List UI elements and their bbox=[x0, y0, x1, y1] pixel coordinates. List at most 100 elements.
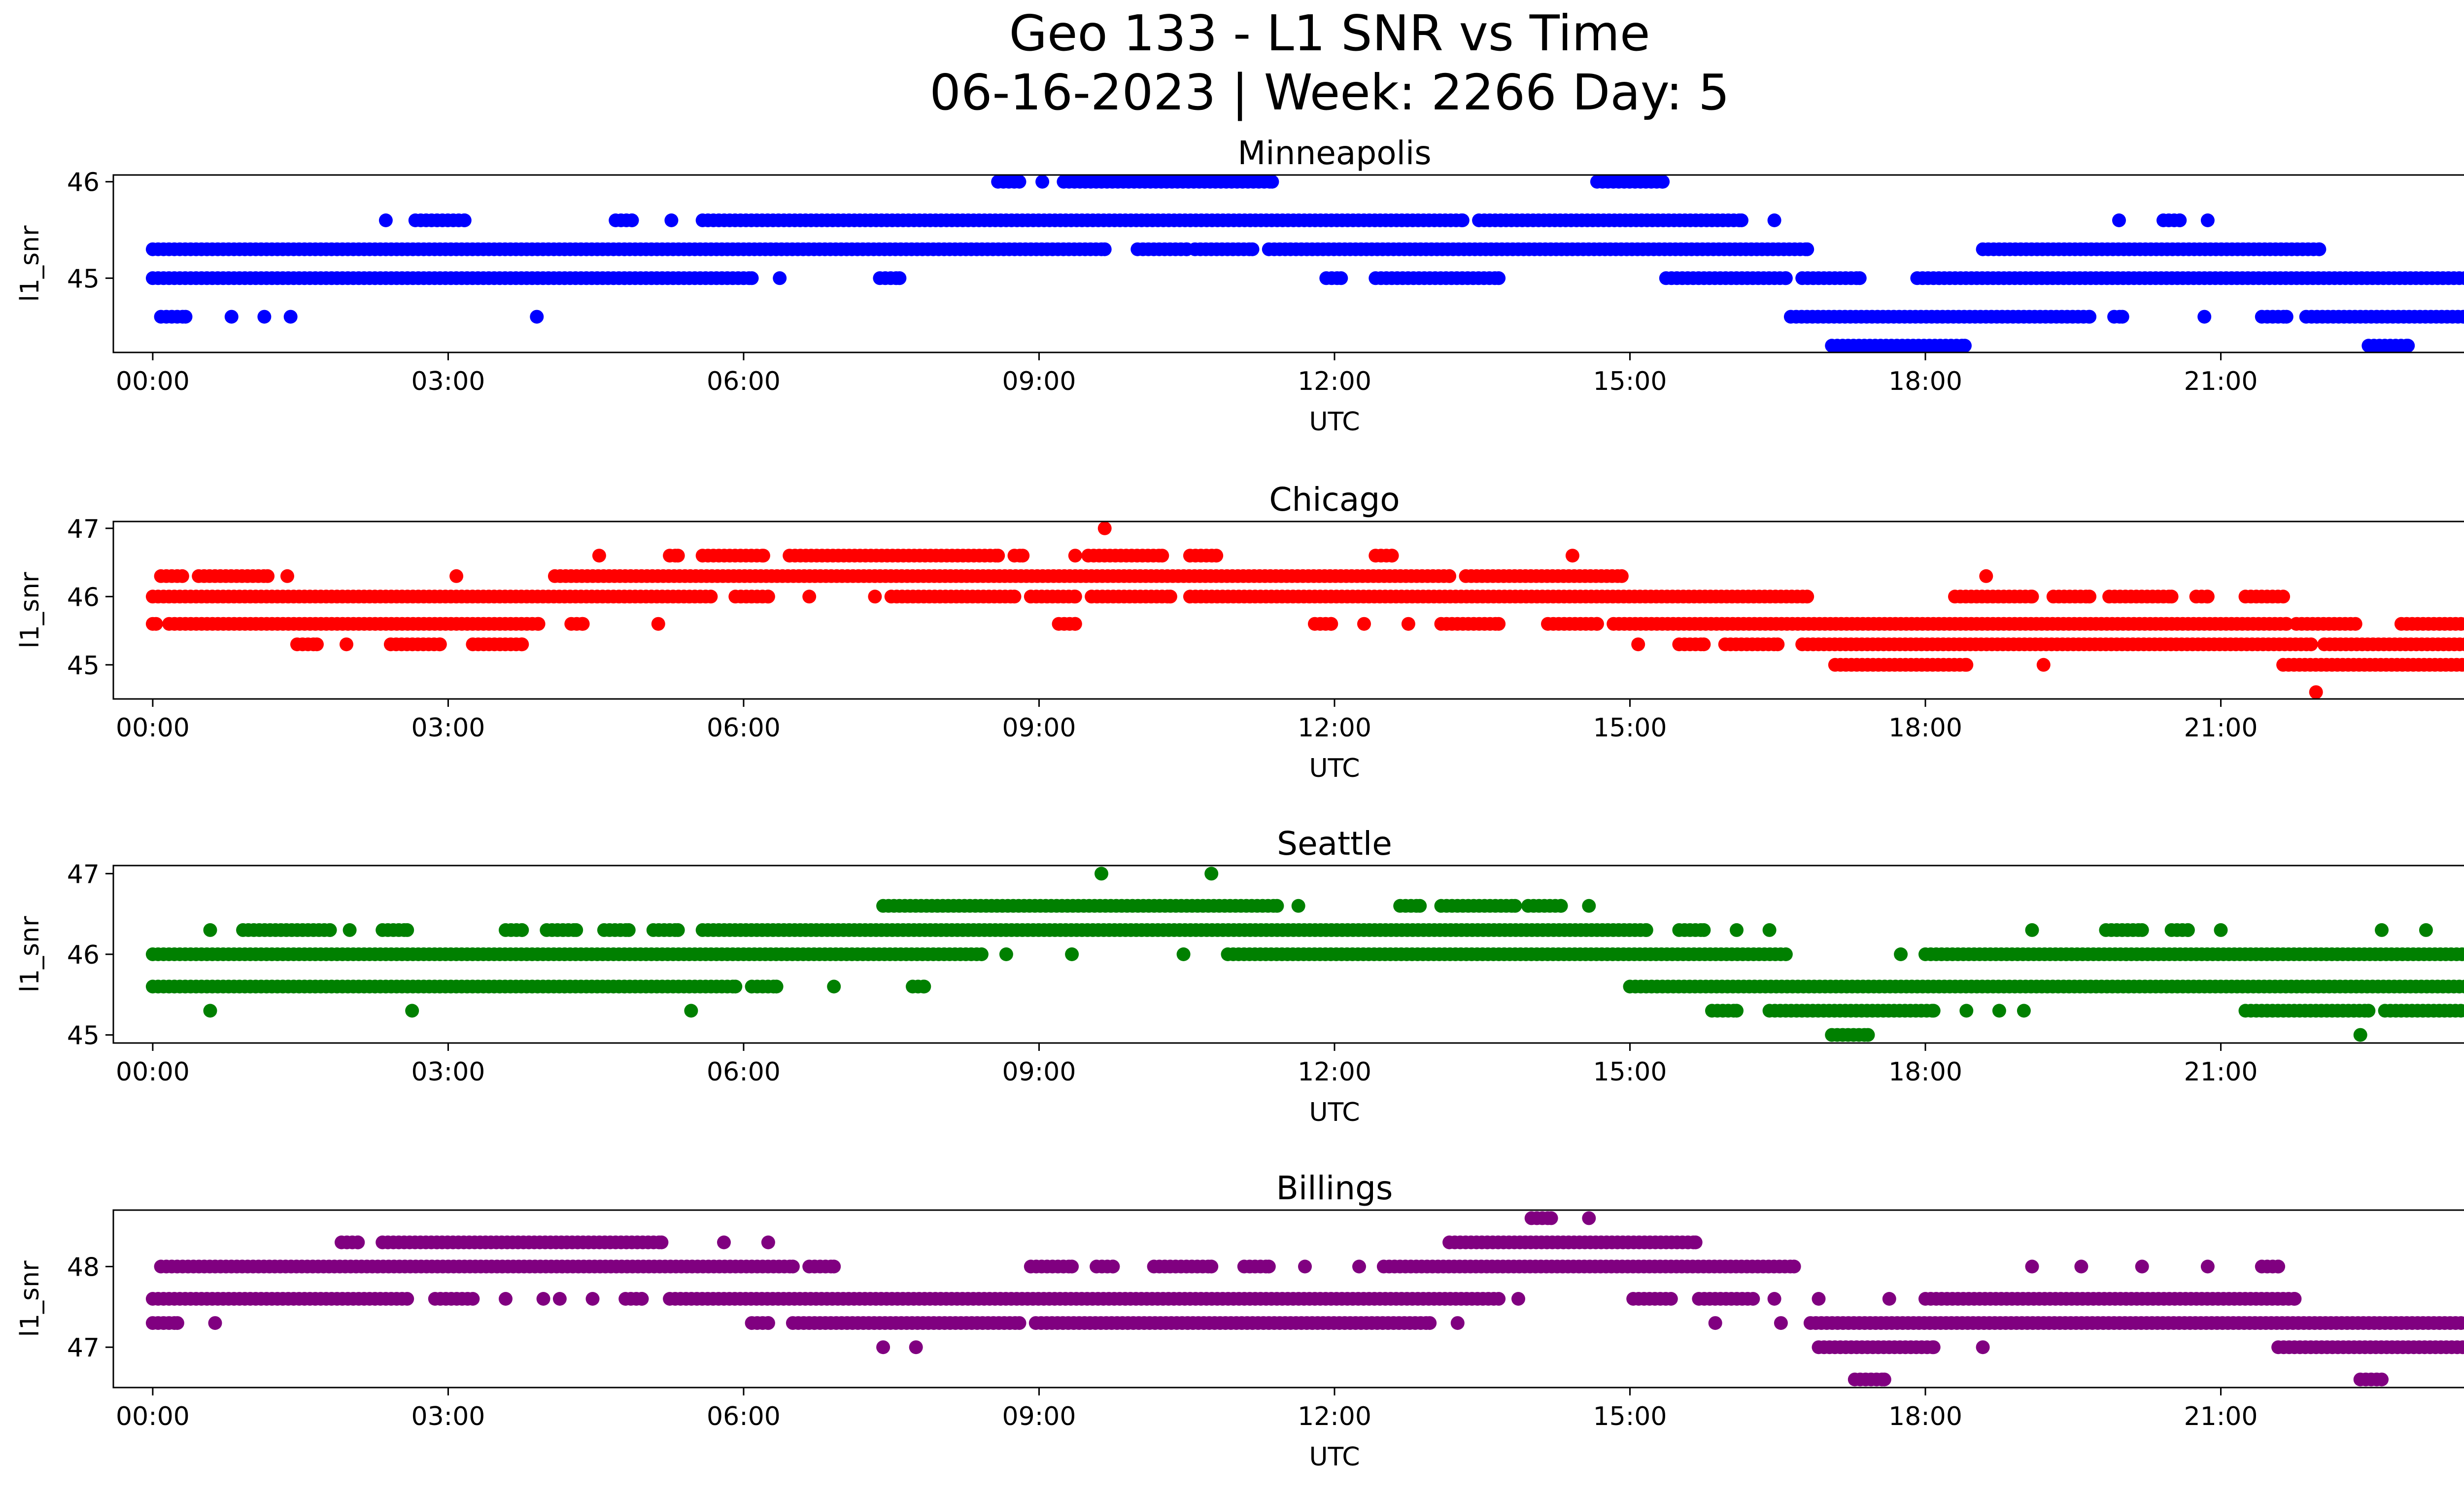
data-point bbox=[2083, 310, 2097, 324]
data-point bbox=[917, 979, 931, 994]
data-point bbox=[1631, 637, 1645, 652]
data-point bbox=[1262, 1259, 1276, 1274]
data-point bbox=[1639, 923, 1653, 937]
data-point bbox=[1664, 1292, 1678, 1306]
data-point bbox=[1352, 1259, 1366, 1274]
data-point bbox=[1774, 1316, 1788, 1330]
data-point bbox=[1450, 1316, 1465, 1330]
data-point bbox=[208, 1316, 222, 1330]
x-axis-label: UTC bbox=[1309, 1098, 1360, 1127]
data-point bbox=[1492, 617, 1506, 631]
data-point bbox=[1926, 1340, 1941, 1355]
data-point bbox=[909, 1340, 923, 1355]
x-tick-label: 09:00 bbox=[1002, 1402, 1076, 1431]
data-point bbox=[2164, 590, 2179, 604]
data-point bbox=[1442, 569, 1457, 583]
data-point bbox=[340, 637, 353, 652]
data-point bbox=[1204, 867, 1219, 881]
data-point bbox=[2271, 1259, 2286, 1274]
x-tick-label: 09:00 bbox=[1002, 1057, 1076, 1087]
data-point bbox=[671, 549, 685, 563]
y-tick-label: 47 bbox=[67, 860, 100, 889]
data-point bbox=[592, 549, 606, 563]
data-point bbox=[728, 979, 743, 994]
data-point bbox=[2309, 685, 2323, 699]
data-point bbox=[876, 1340, 890, 1355]
data-point bbox=[1455, 213, 1470, 227]
data-point bbox=[1068, 590, 1082, 604]
data-point bbox=[1958, 339, 1972, 353]
data-point bbox=[1787, 1259, 1801, 1274]
data-point bbox=[261, 569, 275, 583]
data-point bbox=[2375, 1372, 2389, 1387]
data-point bbox=[1245, 242, 1260, 256]
y-tick-label: 47 bbox=[67, 1333, 100, 1363]
data-point bbox=[499, 1292, 513, 1306]
x-tick-label: 06:00 bbox=[707, 367, 781, 396]
data-point bbox=[761, 590, 775, 604]
data-point bbox=[1265, 174, 1279, 189]
x-tick-label: 09:00 bbox=[1002, 367, 1076, 396]
data-point bbox=[827, 979, 841, 994]
data-point bbox=[1582, 899, 1596, 913]
data-point bbox=[786, 1259, 800, 1274]
data-point bbox=[868, 590, 882, 604]
data-point bbox=[552, 1292, 567, 1306]
data-point bbox=[1959, 1004, 1974, 1018]
data-point bbox=[2458, 979, 2464, 994]
data-point bbox=[1959, 658, 1974, 672]
data-point bbox=[1861, 1028, 1875, 1042]
series-points bbox=[145, 1211, 2464, 1387]
data-point bbox=[2083, 590, 2097, 604]
data-point bbox=[2276, 590, 2291, 604]
data-point bbox=[2025, 923, 2039, 937]
data-point bbox=[651, 617, 665, 631]
data-point bbox=[1097, 242, 1112, 256]
x-tick-label: 12:00 bbox=[1298, 713, 1371, 743]
x-tick-label: 21:00 bbox=[2184, 1057, 2258, 1087]
data-point bbox=[1007, 590, 1022, 604]
data-point bbox=[433, 637, 447, 652]
data-point bbox=[761, 1235, 775, 1250]
data-point bbox=[536, 1292, 550, 1306]
x-tick-label: 06:00 bbox=[707, 713, 781, 743]
data-point bbox=[2461, 948, 2464, 961]
data-point bbox=[1508, 899, 1522, 913]
data-point bbox=[1730, 1004, 1744, 1018]
data-point bbox=[2459, 617, 2464, 630]
data-point bbox=[1554, 899, 1568, 913]
data-point bbox=[2461, 1341, 2464, 1353]
data-point bbox=[1852, 271, 1867, 285]
data-point bbox=[2456, 310, 2464, 324]
data-point bbox=[1565, 549, 1579, 563]
data-point bbox=[400, 923, 414, 937]
data-point bbox=[1590, 617, 1604, 631]
data-point bbox=[283, 310, 298, 324]
data-point bbox=[684, 1004, 698, 1018]
data-point bbox=[400, 1292, 414, 1306]
x-tick-label: 06:00 bbox=[707, 1402, 781, 1431]
data-point bbox=[585, 1292, 600, 1306]
data-point bbox=[1423, 1316, 1437, 1330]
data-point bbox=[1511, 1292, 1525, 1306]
data-point bbox=[1068, 617, 1082, 631]
data-point bbox=[1771, 637, 1785, 652]
data-point bbox=[635, 1292, 649, 1306]
data-point bbox=[342, 923, 357, 937]
y-axis-label: l1_snr bbox=[15, 916, 45, 993]
data-point bbox=[1155, 549, 1169, 563]
data-point bbox=[2115, 310, 2129, 324]
subplot-title: Chicago bbox=[1269, 481, 1400, 519]
data-point bbox=[457, 213, 472, 227]
data-point bbox=[1492, 271, 1506, 285]
x-tick-label: 06:00 bbox=[707, 1057, 781, 1087]
x-tick-label: 03:00 bbox=[411, 367, 485, 396]
data-point bbox=[2461, 659, 2464, 671]
data-point bbox=[2353, 1028, 2367, 1042]
series-points bbox=[145, 521, 2464, 699]
data-point bbox=[1812, 1292, 1826, 1306]
data-point bbox=[203, 1004, 217, 1018]
data-point bbox=[351, 1235, 365, 1250]
data-point bbox=[1894, 947, 1908, 961]
